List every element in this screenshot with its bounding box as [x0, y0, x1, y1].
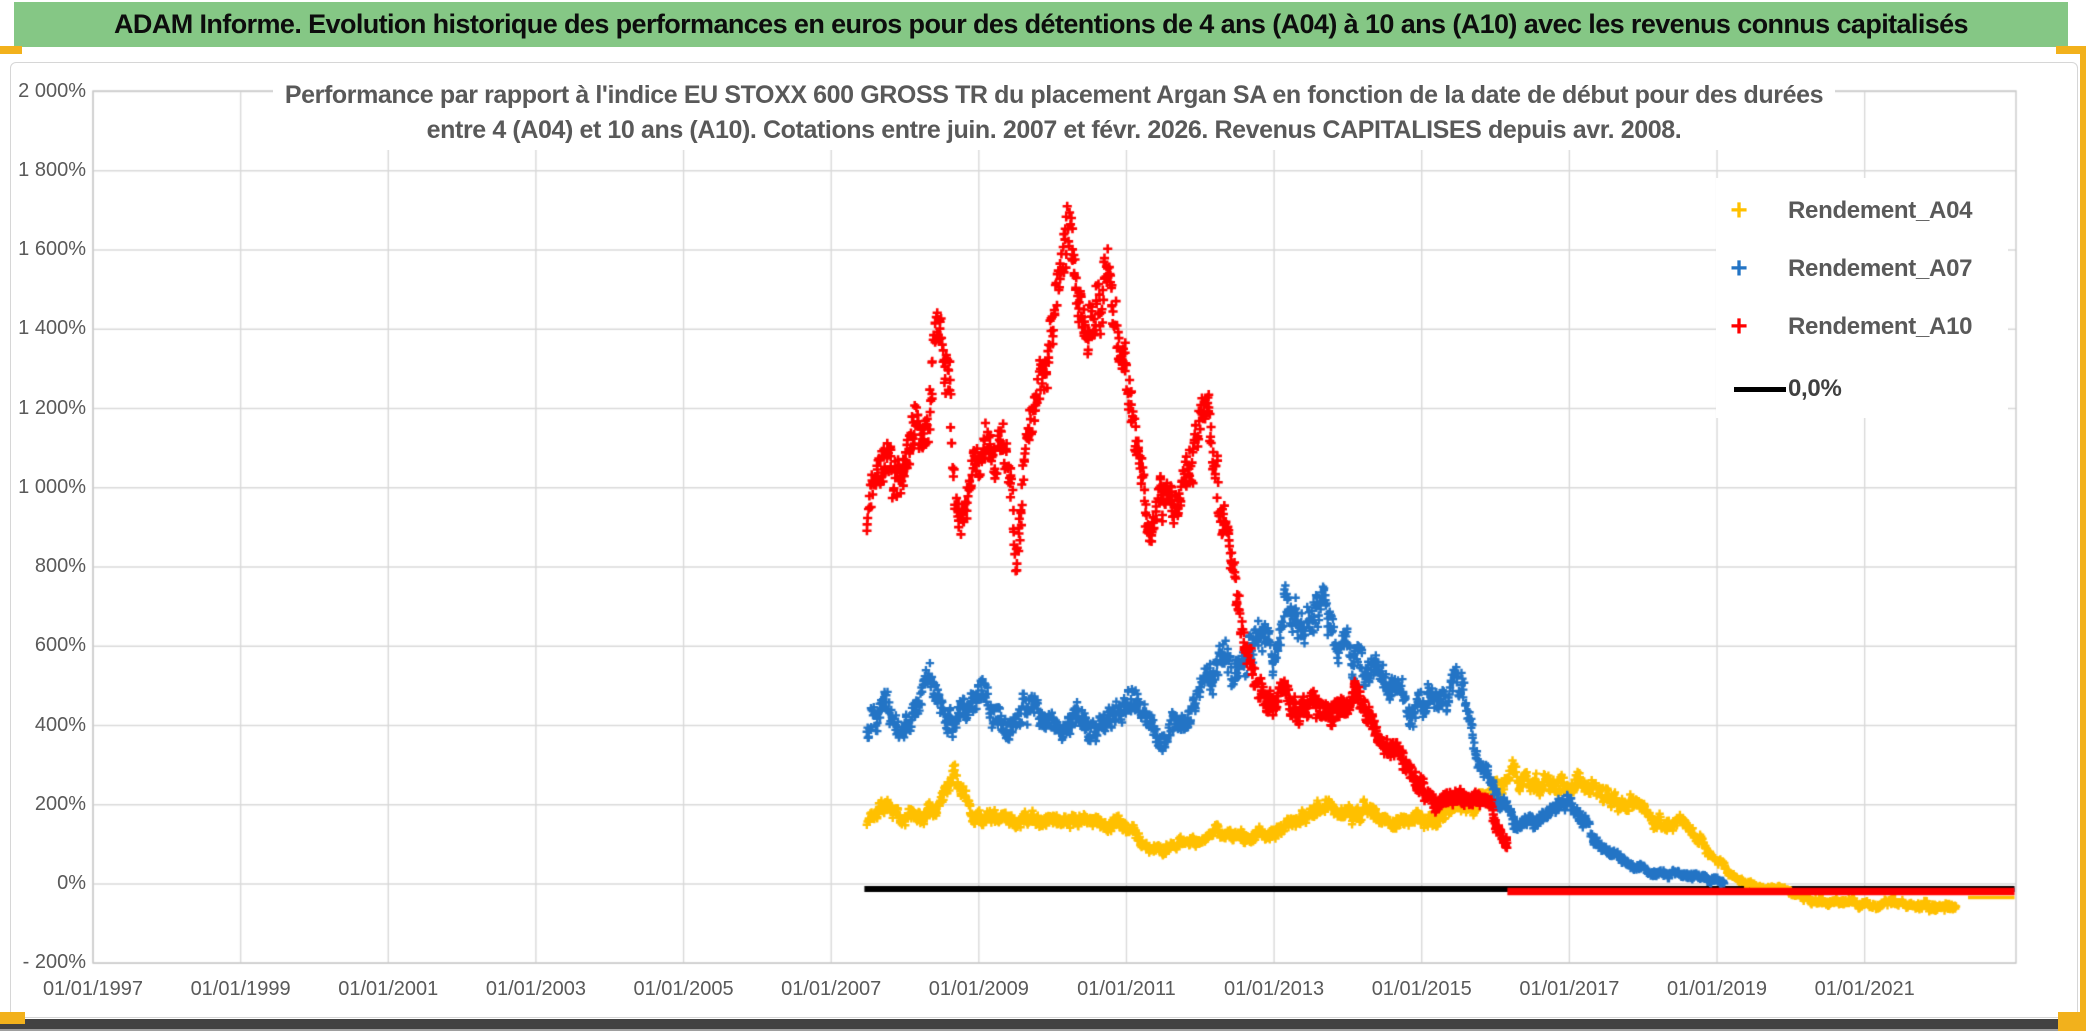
chart-title: Performance par rapport à l'indice EU ST…: [272, 76, 1836, 150]
x-tick-label: 01/01/2013: [1224, 978, 1325, 1000]
plus-marker-icon: +: [1730, 310, 1748, 343]
bottom-edge-band: [0, 1019, 2086, 1029]
y-tick-label: 800%: [34, 555, 86, 577]
gold-accent-bottom-right: [2058, 1012, 2086, 1031]
x-tick-label: 01/01/2009: [928, 978, 1029, 1000]
zero-line-icon: [1734, 386, 1786, 392]
x-tick-label: 01/01/2021: [1814, 978, 1915, 1000]
y-tick-label: 200%: [34, 792, 86, 815]
chart-title-line2: entre 4 (A04) et 10 ans (A10). Cotations…: [426, 116, 1682, 144]
x-tick-label: 01/01/2011: [1077, 978, 1176, 1000]
x-tick-label: 01/01/2005: [633, 978, 734, 1000]
x-tick-label: 01/01/2019: [1666, 978, 1768, 1000]
y-tick-label: 400%: [34, 713, 86, 736]
x-tick-label: 01/01/2017: [1519, 978, 1620, 1000]
bottom-edge-underline: [0, 1029, 2086, 1031]
y-tick-label: 1 000%: [18, 475, 86, 498]
legend-item-zero-line: 0,0%: [1716, 374, 2008, 404]
x-tick-label: 01/01/2003: [485, 978, 586, 1000]
chart-legend: + Rendement_A04 + Rendement_A07 + Rendem…: [1716, 178, 2008, 418]
legend-item-rendement-a07: + Rendement_A07: [1716, 254, 2008, 284]
x-tick-label: 01/01/2015: [1371, 978, 1472, 1000]
legend-label: Rendement_A04: [1788, 197, 1973, 224]
plus-marker-icon: +: [1730, 194, 1748, 227]
legend-item-rendement-a10: + Rendement_A10: [1716, 312, 2008, 342]
legend-label: Rendement_A07: [1788, 255, 1973, 282]
y-tick-label: 600%: [34, 634, 86, 657]
legend-label: Rendement_A10: [1788, 313, 1973, 340]
x-tick-label: 01/01/1997: [42, 978, 144, 1000]
x-tick-label: 01/01/2007: [781, 978, 882, 1000]
legend-label: 0,0%: [1788, 375, 1842, 402]
gold-accent-top-right: [2056, 46, 2086, 54]
x-tick-label: 01/01/2001: [338, 978, 439, 1000]
y-tick-label: - 200%: [22, 951, 86, 974]
legend-item-rendement-a04: + Rendement_A04: [1716, 196, 2008, 226]
gold-accent-top-left: [0, 46, 22, 54]
chart-title-line1: Performance par rapport à l'indice EU ST…: [284, 81, 1824, 109]
y-tick-label: 1 800%: [18, 158, 86, 181]
y-tick-label: 2 000%: [18, 79, 86, 102]
x-tick-label: 01/01/1999: [190, 978, 291, 1000]
gold-accent-bottom-left: [0, 1012, 25, 1024]
y-tick-label: 1 600%: [18, 238, 86, 260]
plus-marker-icon: +: [1730, 252, 1748, 285]
y-tick-label: 1 200%: [18, 396, 86, 419]
y-tick-label: 1 400%: [18, 317, 86, 340]
gold-accent-right-strip: [2080, 48, 2086, 1031]
y-tick-label: 0%: [57, 872, 86, 894]
